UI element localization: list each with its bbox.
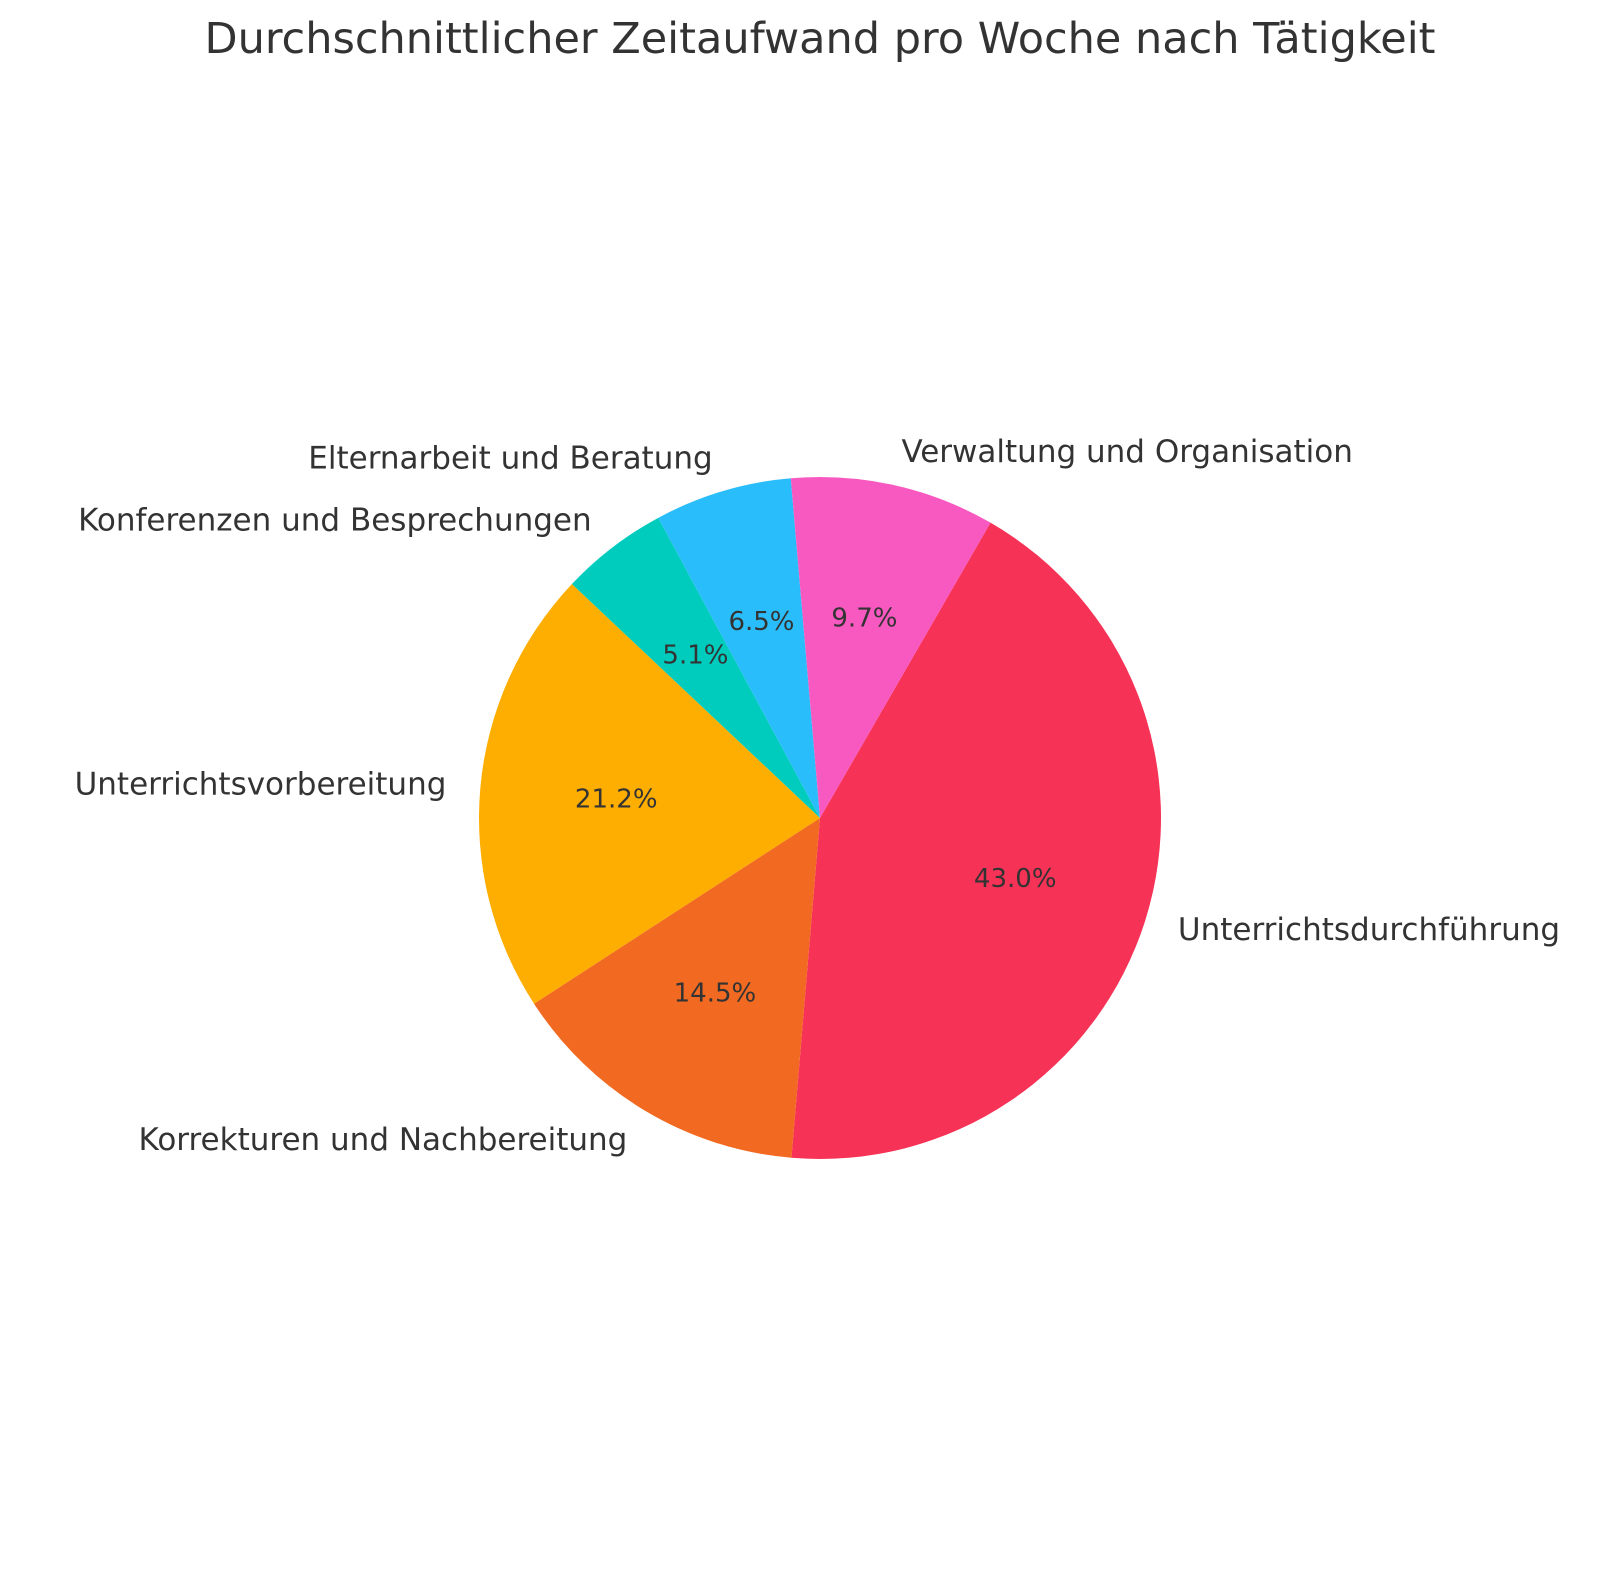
- slice-value-label: 9.7%: [831, 603, 897, 633]
- slice-category-label: Elternarbeit und Beratung: [308, 441, 712, 477]
- slice-value-label: 14.5%: [674, 979, 757, 1009]
- category-labels: Unterrichtsdurchführung Korrekturen und N…: [75, 434, 1560, 1158]
- pie-slice-4: [571, 517, 820, 818]
- slice-value-label: 6.5%: [728, 607, 794, 637]
- slice-value-label: 5.1%: [662, 641, 728, 671]
- slice-category-label: Unterrichtsdurchführung: [1178, 912, 1560, 948]
- slice-value-label: 43.0%: [974, 864, 1057, 894]
- slice-category-label: Verwaltung und Organisation: [901, 434, 1352, 470]
- pie-slices: [479, 477, 1161, 1159]
- pie-slice-6: [790, 477, 991, 818]
- slice-category-label: Konferenzen und Besprechungen: [78, 502, 592, 538]
- slice-category-label: Unterrichtsvorbereitung: [75, 766, 447, 802]
- pie-slice-3: [479, 584, 820, 1004]
- pie-slice-5: [658, 478, 820, 818]
- slice-value-label: 21.2%: [575, 785, 658, 815]
- pie-slice-2: [534, 818, 820, 1158]
- pie-slice-1: [791, 522, 1161, 1159]
- percentage-labels: 43.0% 14.5% 21.2% 5.1%6.5% 9.7%: [575, 603, 1057, 1008]
- chart-title: Durchschnittlicher Zeitaufwand pro Woche…: [204, 14, 1436, 64]
- slice-category-label: Korrekturen und Nachbereitung: [139, 1122, 628, 1158]
